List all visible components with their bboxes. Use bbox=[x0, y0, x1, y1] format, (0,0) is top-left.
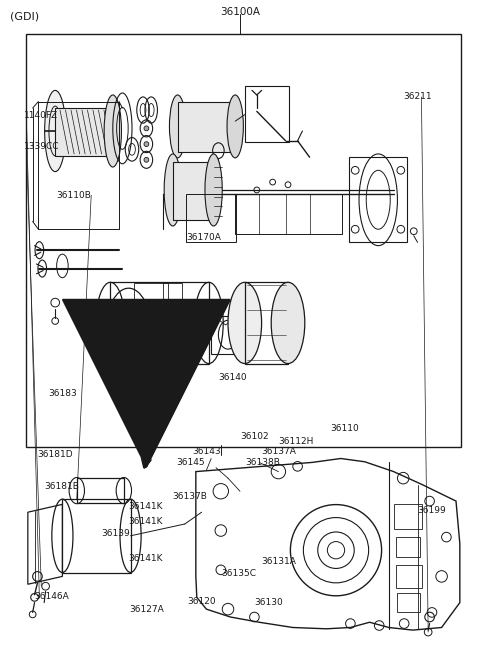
Text: 36137B: 36137B bbox=[172, 492, 207, 501]
Text: 36140: 36140 bbox=[218, 373, 247, 382]
Bar bbox=[397, 593, 420, 612]
Text: 36130: 36130 bbox=[254, 598, 283, 607]
Polygon shape bbox=[178, 102, 235, 152]
Text: 36135C: 36135C bbox=[221, 569, 256, 578]
Text: (GDI): (GDI) bbox=[10, 12, 39, 22]
Text: 36120: 36120 bbox=[187, 597, 216, 606]
Text: 36170: 36170 bbox=[105, 357, 133, 366]
Circle shape bbox=[144, 126, 149, 131]
Text: 36199: 36199 bbox=[418, 506, 446, 515]
Text: 36110B: 36110B bbox=[57, 191, 92, 200]
Text: 36181D: 36181D bbox=[37, 450, 73, 459]
Text: 36139: 36139 bbox=[101, 529, 130, 538]
Text: 36143: 36143 bbox=[192, 447, 221, 457]
Text: 36211: 36211 bbox=[403, 92, 432, 102]
Ellipse shape bbox=[169, 95, 186, 158]
Text: 36141K: 36141K bbox=[129, 517, 163, 526]
Text: 1140FZ: 1140FZ bbox=[24, 111, 58, 120]
Text: 1339CC: 1339CC bbox=[24, 142, 60, 151]
Bar bbox=[245, 86, 289, 142]
Ellipse shape bbox=[271, 282, 305, 364]
Text: 36127A: 36127A bbox=[130, 605, 164, 614]
Polygon shape bbox=[55, 108, 113, 156]
Ellipse shape bbox=[104, 95, 121, 167]
Text: 36183: 36183 bbox=[48, 388, 77, 398]
Text: 36100A: 36100A bbox=[220, 7, 260, 16]
Text: 36102: 36102 bbox=[240, 432, 269, 441]
Ellipse shape bbox=[45, 90, 66, 172]
Text: 36145: 36145 bbox=[177, 458, 205, 467]
FancyArrowPatch shape bbox=[142, 451, 150, 467]
Text: 36112H: 36112H bbox=[278, 437, 314, 446]
Ellipse shape bbox=[227, 95, 243, 158]
Bar bbox=[396, 565, 422, 588]
Circle shape bbox=[144, 157, 149, 162]
Text: 36170A: 36170A bbox=[186, 233, 221, 242]
Bar bbox=[394, 504, 422, 529]
Ellipse shape bbox=[164, 154, 181, 226]
Bar bbox=[134, 283, 168, 309]
Text: 36146A: 36146A bbox=[35, 591, 69, 601]
Circle shape bbox=[144, 141, 149, 147]
Bar bbox=[396, 537, 420, 557]
Text: 36131A: 36131A bbox=[262, 557, 297, 567]
Text: 36181B: 36181B bbox=[44, 481, 79, 491]
Text: 36141K: 36141K bbox=[129, 502, 163, 511]
Text: 36182: 36182 bbox=[119, 375, 148, 384]
Text: 36150: 36150 bbox=[166, 354, 194, 364]
Text: 36141K: 36141K bbox=[129, 553, 163, 563]
Text: 36138B: 36138B bbox=[245, 458, 280, 467]
Bar bbox=[26, 34, 461, 447]
Polygon shape bbox=[173, 162, 214, 220]
Ellipse shape bbox=[205, 154, 222, 226]
Bar bbox=[163, 283, 182, 309]
Ellipse shape bbox=[228, 282, 262, 364]
Text: 36137A: 36137A bbox=[262, 447, 297, 457]
Text: 36110: 36110 bbox=[330, 424, 359, 433]
